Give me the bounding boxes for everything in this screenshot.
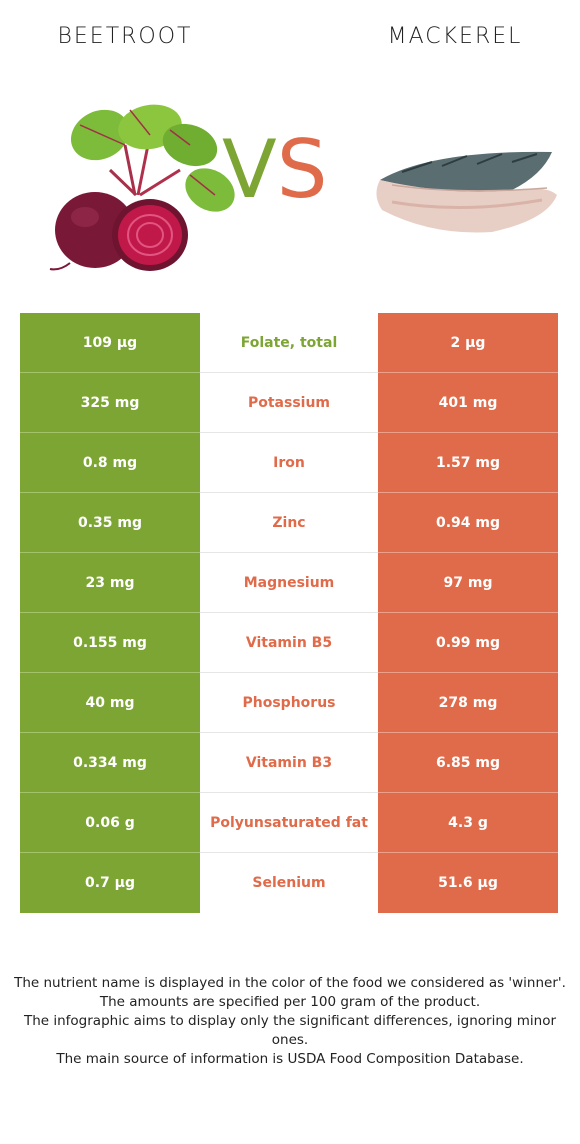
nutrient-name: Zinc [200, 493, 378, 553]
footnote-winner-color: The nutrient name is displayed in the co… [14, 975, 566, 991]
table-row: 0.334 mg Vitamin B3 6.85 mg [20, 733, 558, 793]
vs-label: VS [222, 130, 328, 210]
left-value: 0.35 mg [20, 493, 200, 553]
right-value: 51.6 µg [378, 853, 558, 913]
left-value: 40 mg [20, 673, 200, 733]
right-value: 97 mg [378, 553, 558, 613]
table-row: 0.06 g Polyunsaturated fat 4.3 g [20, 793, 558, 853]
footnotes: The nutrient name is displayed in the co… [10, 974, 570, 1069]
nutrient-name: Iron [200, 433, 378, 493]
footnote-source: The main source of information is USDA F… [56, 1051, 524, 1067]
table-row: 109 µg Folate, total 2 µg [20, 313, 558, 373]
table-row: 23 mg Magnesium 97 mg [20, 553, 558, 613]
comparison-table: 109 µg Folate, total 2 µg 325 mg Potassium 40… [20, 313, 558, 913]
right-value: 278 mg [378, 673, 558, 733]
right-value: 1.57 mg [378, 433, 558, 493]
table-row: 325 mg Potassium 401 mg [20, 373, 558, 433]
left-value: 325 mg [20, 373, 200, 433]
footnote-significant-differences: The infographic aims to display only the… [23, 1013, 557, 1048]
table-row: 0.8 mg Iron 1.57 mg [20, 433, 558, 493]
left-value: 0.7 µg [20, 853, 200, 913]
right-food-title: MACKEREL [387, 24, 523, 49]
left-value: 0.06 g [20, 793, 200, 853]
right-value: 0.94 mg [378, 493, 558, 553]
nutrient-name: Folate, total [200, 313, 378, 373]
nutrient-name: Potassium [200, 373, 378, 433]
vs-letter-s: S [276, 123, 328, 216]
mackerel-fillet-image [376, 151, 557, 233]
left-value: 0.8 mg [20, 433, 200, 493]
right-value: 4.3 g [378, 793, 558, 853]
nutrient-name: Vitamin B5 [200, 613, 378, 673]
left-value: 0.334 mg [20, 733, 200, 793]
table-row: 0.35 mg Zinc 0.94 mg [20, 493, 558, 553]
nutrient-name: Selenium [200, 853, 378, 913]
table-row: 40 mg Phosphorus 278 mg [20, 673, 558, 733]
vs-letter-v: V [222, 123, 277, 216]
footnote-amounts: The amounts are specified per 100 gram o… [99, 994, 481, 1010]
right-value: 2 µg [378, 313, 558, 373]
nutrient-name: Vitamin B3 [200, 733, 378, 793]
nutrient-name: Magnesium [200, 553, 378, 613]
table-row: 0.7 µg Selenium 51.6 µg [20, 853, 558, 913]
table-row: 0.155 mg Vitamin B5 0.99 mg [20, 613, 558, 673]
beetroot-image [49, 104, 235, 271]
left-value: 23 mg [20, 553, 200, 613]
left-value: 0.155 mg [20, 613, 200, 673]
right-value: 401 mg [378, 373, 558, 433]
nutrient-name: Polyunsaturated fat [200, 793, 378, 853]
right-value: 6.85 mg [378, 733, 558, 793]
left-value: 109 µg [20, 313, 200, 373]
nutrient-name: Phosphorus [200, 673, 378, 733]
left-food-title: BEETROOT [57, 24, 193, 49]
right-value: 0.99 mg [378, 613, 558, 673]
